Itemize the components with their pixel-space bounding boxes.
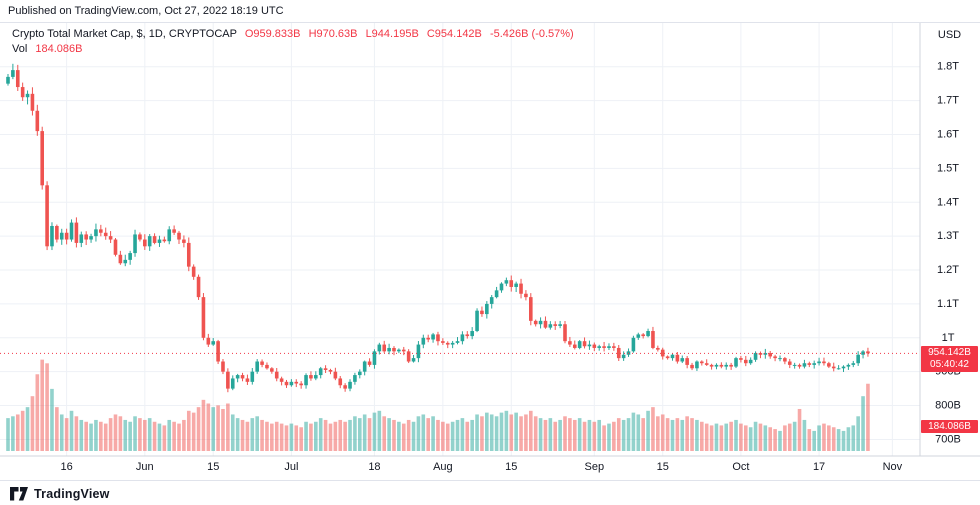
legend-row-volume: Vol 184.086B xyxy=(12,43,574,55)
chart-legend: Crypto Total Market Cap, $, 1D, CRYPTOCA… xyxy=(12,28,574,55)
svg-text:Oct: Oct xyxy=(732,461,749,473)
svg-text:17: 17 xyxy=(813,461,825,473)
symbol-title: Crypto Total Market Cap, $, 1D, CRYPTOCA… xyxy=(12,28,237,40)
svg-text:15: 15 xyxy=(207,461,219,473)
svg-text:Aug: Aug xyxy=(433,461,453,473)
volume-value: 184.086B xyxy=(35,43,83,55)
legend-row-main: Crypto Total Market Cap, $, 1D, CRYPTOCA… xyxy=(12,28,574,40)
volume-label: Vol xyxy=(12,43,28,55)
last-price-value: 954.142B xyxy=(928,347,971,358)
chart-area: 1.8T1.7T1.6T1.5T1.4T1.3T1.2T1.1T1T900B80… xyxy=(0,23,980,480)
svg-text:16: 16 xyxy=(61,461,73,473)
svg-text:1.5T: 1.5T xyxy=(937,162,959,174)
svg-text:15: 15 xyxy=(657,461,669,473)
price-change: -5.426B (-0.57%) xyxy=(489,28,574,40)
svg-text:Nov: Nov xyxy=(883,461,903,473)
svg-text:1.4T: 1.4T xyxy=(937,196,959,208)
volume-bars xyxy=(6,359,870,451)
ohlc-close: C954.142B xyxy=(426,28,482,40)
svg-text:800B: 800B xyxy=(935,400,961,412)
ohlc-open: O959.833B xyxy=(244,28,301,40)
price-axis-currency: USD xyxy=(937,29,962,41)
brand-name[interactable]: TradingView xyxy=(34,486,110,501)
published-bar: Published on TradingView.com, Oct 27, 20… xyxy=(0,0,980,23)
ohlc-high: H970.63B xyxy=(308,28,358,40)
svg-text:18: 18 xyxy=(368,461,380,473)
svg-text:1.2T: 1.2T xyxy=(937,264,959,276)
volume-value-badge: 184.086B xyxy=(921,420,978,433)
price-axis-labels[interactable]: 1.8T1.7T1.6T1.5T1.4T1.3T1.2T1.1T1T900B80… xyxy=(935,61,961,446)
svg-text:1T: 1T xyxy=(942,332,955,344)
last-price-badge: 954.142B 05:40:42 xyxy=(921,346,978,372)
svg-text:Jul: Jul xyxy=(284,461,298,473)
time-axis-labels[interactable]: 16 Jun 15 Jul 18 Aug 15 Sep 15 Oct 17 Nov xyxy=(61,461,903,473)
bar-countdown: 05:40:42 xyxy=(930,359,969,370)
svg-text:1.6T: 1.6T xyxy=(937,128,959,140)
svg-text:15: 15 xyxy=(505,461,517,473)
svg-text:1.8T: 1.8T xyxy=(937,61,959,73)
grid xyxy=(0,23,920,456)
svg-text:Jun: Jun xyxy=(136,461,154,473)
candlestick-chart[interactable]: 1.8T1.7T1.6T1.5T1.4T1.3T1.2T1.1T1T900B80… xyxy=(0,23,980,480)
svg-text:1.1T: 1.1T xyxy=(937,298,959,310)
svg-text:1.7T: 1.7T xyxy=(937,95,959,107)
svg-text:700B: 700B xyxy=(935,433,961,445)
svg-text:1.3T: 1.3T xyxy=(937,230,959,242)
footer: TradingView xyxy=(0,480,980,505)
svg-text:Sep: Sep xyxy=(585,461,605,473)
published-text: Published on TradingView.com, Oct 27, 20… xyxy=(8,5,284,17)
tradingview-logo-icon xyxy=(10,486,28,500)
candles xyxy=(6,63,870,393)
tradingview-home-link[interactable]: TradingView xyxy=(10,486,110,501)
ohlc-low: L944.195B xyxy=(365,28,419,40)
